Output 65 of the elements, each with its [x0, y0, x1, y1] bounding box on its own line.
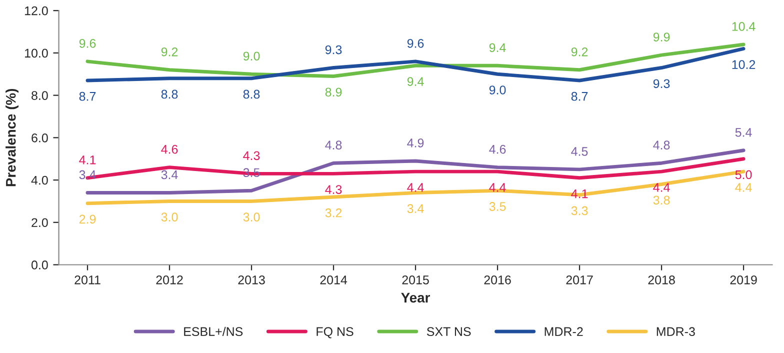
legend-label: MDR-3	[656, 327, 695, 336]
data-label: 4.6	[161, 144, 178, 154]
data-label: 4.9	[407, 138, 424, 148]
x-axis-title: Year	[401, 292, 430, 303]
data-label: 9.2	[571, 47, 588, 56]
data-label: 3.4	[407, 204, 424, 214]
data-label: 4.5	[571, 147, 588, 156]
data-label: 10.4	[732, 22, 756, 31]
x-tick-label: 2011	[74, 275, 100, 284]
data-label: 4.3	[325, 185, 342, 194]
x-tick-label: 2017	[566, 275, 593, 284]
data-label: 4.3	[243, 151, 260, 160]
data-label: 2.9	[79, 214, 96, 224]
data-label: 9.6	[79, 38, 96, 48]
x-tick-label: 2013	[238, 275, 265, 284]
data-label: 5.4	[735, 128, 752, 137]
data-label: 3.0	[161, 212, 178, 222]
data-label: 4.8	[325, 140, 342, 150]
data-label: 9.4	[489, 43, 506, 52]
data-label: 4.4	[407, 183, 424, 192]
x-tick-label: 2016	[484, 275, 511, 284]
data-label: 9.4	[407, 77, 424, 86]
data-label: 4.8	[653, 140, 670, 150]
legend-label: FQ NS	[316, 327, 354, 338]
data-label: 8.7	[571, 92, 588, 101]
data-label: 3.0	[243, 212, 260, 222]
y-tick-label: 10.0	[25, 48, 48, 58]
data-label: 4.6	[489, 144, 506, 154]
x-tick-label: 2019	[730, 275, 757, 284]
data-label: 3.4	[79, 170, 96, 180]
x-tick-label: 2015	[402, 275, 429, 284]
y-tick-label: 8.0	[32, 91, 48, 100]
y-axis-title: Prevalence (%)	[6, 88, 18, 186]
data-label: 3.8	[653, 196, 670, 205]
data-label: 3.2	[325, 208, 342, 218]
data-label: 3.3	[571, 206, 588, 216]
data-label: 9.6	[407, 38, 424, 48]
data-label: 9.0	[243, 52, 260, 61]
data-label: 9.3	[325, 45, 342, 54]
data-label: 5.0	[735, 170, 752, 180]
legend-label: SXT NS	[426, 327, 471, 336]
y-tick-label: 4.0	[31, 176, 48, 185]
legend-label: ESBL+/NS	[184, 326, 243, 336]
data-label: 10.2	[732, 60, 756, 70]
data-label: 8.8	[161, 90, 178, 99]
data-label: 3.5	[489, 202, 506, 211]
data-label: 8.9	[325, 88, 342, 97]
data-label: 9.0	[489, 86, 506, 94]
y-tick-label: 2.0	[32, 218, 48, 228]
data-label: 3.4	[161, 170, 178, 180]
legend-label: MDR-2	[544, 327, 583, 336]
data-label: 9.2	[161, 47, 178, 56]
x-tick-label: 2012	[156, 275, 183, 284]
y-tick-label: 0.0	[31, 260, 48, 270]
y-tick-label: 6.0	[32, 133, 48, 142]
data-label: 4.4	[653, 183, 670, 192]
data-label: 8.7	[79, 92, 96, 101]
x-tick-label: 2018	[648, 275, 675, 284]
data-label: 9.9	[653, 32, 670, 42]
data-label: 4.4	[735, 183, 752, 192]
data-label: 9.3	[653, 79, 670, 88]
data-label: 8.8	[243, 90, 260, 99]
y-tick-label: 12.0	[25, 6, 48, 16]
data-label: 4.1	[79, 156, 96, 164]
x-tick-label: 2014	[320, 275, 348, 284]
